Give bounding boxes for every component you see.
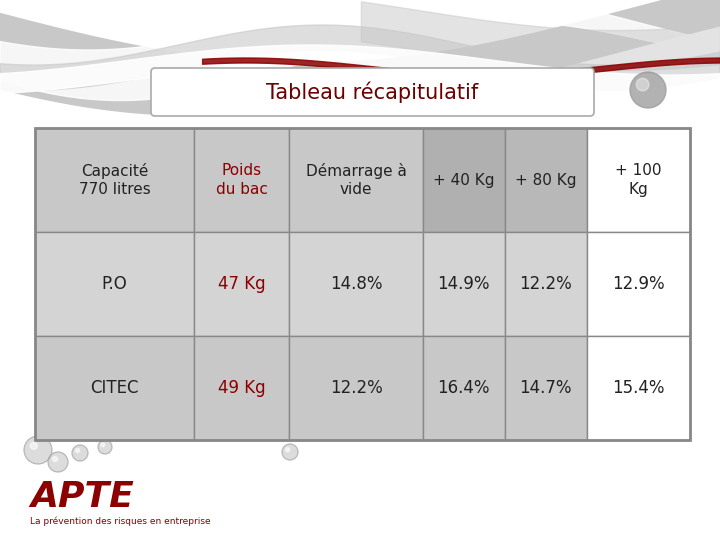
Bar	[587, 232, 690, 336]
Text: + 100
Kg: + 100 Kg	[615, 163, 662, 197]
Bar	[587, 336, 690, 440]
Bar	[194, 232, 289, 336]
Text: 49 Kg: 49 Kg	[218, 379, 266, 397]
Circle shape	[282, 444, 298, 460]
Text: Capacité
770 litres: Capacité 770 litres	[79, 163, 150, 197]
Bar	[423, 232, 505, 336]
Text: 14.8%: 14.8%	[330, 275, 382, 293]
Bar	[194, 128, 289, 232]
Text: 16.4%: 16.4%	[438, 379, 490, 397]
Text: APTE: APTE	[30, 480, 134, 514]
Bar	[289, 336, 423, 440]
Text: 47 Kg: 47 Kg	[218, 275, 266, 293]
Bar	[289, 232, 423, 336]
Text: La prévention des risques en entreprise: La prévention des risques en entreprise	[30, 516, 211, 525]
Circle shape	[636, 78, 649, 91]
Circle shape	[101, 443, 104, 447]
Bar	[587, 128, 690, 232]
Text: Poids
du bac: Poids du bac	[216, 163, 268, 197]
Text: CITEC: CITEC	[91, 379, 139, 397]
Circle shape	[53, 456, 58, 462]
Text: Démarrage à
vide: Démarrage à vide	[305, 163, 407, 197]
Text: 14.7%: 14.7%	[519, 379, 572, 397]
Text: 12.2%: 12.2%	[519, 275, 572, 293]
Circle shape	[30, 442, 37, 449]
Circle shape	[98, 440, 112, 454]
Bar	[505, 128, 587, 232]
Text: 15.4%: 15.4%	[612, 379, 665, 397]
Bar	[35, 232, 194, 336]
Circle shape	[48, 452, 68, 472]
Bar	[423, 128, 505, 232]
Circle shape	[286, 448, 289, 451]
FancyBboxPatch shape	[151, 68, 594, 116]
Text: 12.9%: 12.9%	[612, 275, 665, 293]
Bar	[505, 336, 587, 440]
Circle shape	[76, 449, 80, 453]
Bar	[423, 336, 505, 440]
Text: + 40 Kg: + 40 Kg	[433, 172, 495, 187]
Text: P.O: P.O	[102, 275, 127, 293]
Bar	[505, 232, 587, 336]
Text: 14.9%: 14.9%	[438, 275, 490, 293]
Bar	[0, 100, 720, 540]
Bar	[35, 336, 194, 440]
Bar	[289, 128, 423, 232]
Text: Tableau récapitulatif: Tableau récapitulatif	[266, 81, 479, 103]
Circle shape	[630, 72, 666, 108]
Circle shape	[72, 445, 88, 461]
Text: + 80 Kg: + 80 Kg	[515, 172, 577, 187]
Bar	[194, 336, 289, 440]
Circle shape	[24, 436, 52, 464]
Bar	[35, 128, 194, 232]
Text: 12.2%: 12.2%	[330, 379, 382, 397]
Bar	[35, 128, 690, 440]
